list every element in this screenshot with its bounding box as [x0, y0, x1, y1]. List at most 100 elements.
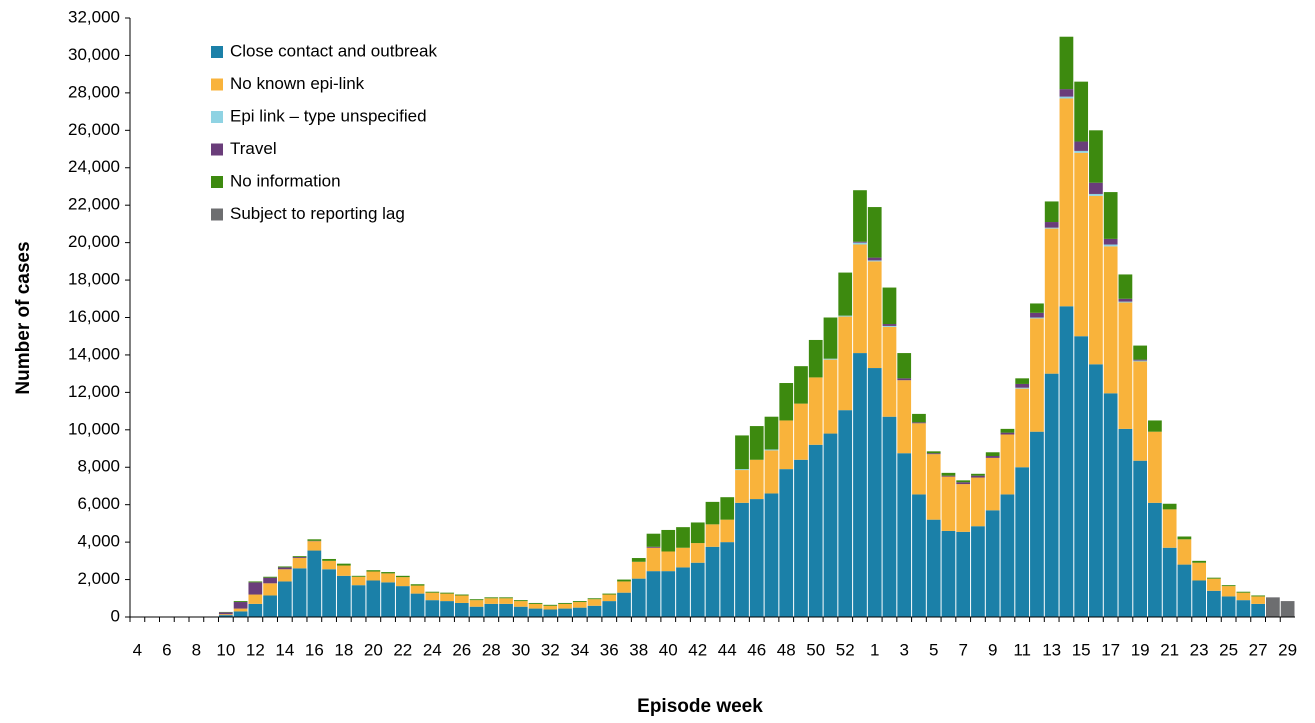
bar-segment: [882, 324, 897, 326]
x-tick-label: 4: [133, 640, 142, 659]
bar-segment: [808, 377, 823, 445]
bar-segment: [425, 592, 440, 601]
bar-segment: [558, 602, 572, 604]
x-tick-label: 18: [334, 640, 353, 659]
bar-segment: [1000, 432, 1015, 435]
x-tick-label: 13: [1042, 640, 1061, 659]
x-tick-label: 10: [216, 640, 235, 659]
bar-segment: [794, 366, 808, 404]
bar-segment: [1221, 586, 1236, 597]
bar-segment: [248, 603, 263, 617]
bar-segment: [1030, 303, 1044, 313]
bar-segment: [499, 603, 513, 617]
bar-segment: [263, 577, 277, 584]
bar-segment: [1280, 601, 1295, 617]
bar-segment: [1148, 420, 1162, 432]
x-tick-label: 24: [423, 640, 442, 659]
bar-segment: [912, 494, 926, 617]
bar-segment: [985, 452, 1000, 457]
x-tick-label: 38: [629, 640, 648, 659]
x-tick-label: 14: [275, 640, 294, 659]
x-tick-label: 15: [1072, 640, 1091, 659]
bar-segment: [543, 604, 558, 606]
y-tick-label: 28,000: [68, 82, 120, 101]
bar-segment: [366, 580, 381, 617]
bar-segment: [1103, 238, 1118, 245]
bar-segment: [277, 569, 292, 582]
x-tick-label: 1: [870, 640, 879, 659]
y-tick-label: 0: [111, 606, 120, 625]
bar-segment: [410, 593, 425, 617]
bar-segment: [823, 359, 838, 434]
x-tick-label: 48: [777, 640, 796, 659]
x-tick-label: 25: [1219, 640, 1238, 659]
bar-segment: [351, 585, 366, 617]
bar-segment: [912, 413, 926, 423]
bar-segment: [528, 603, 543, 609]
legend-swatch: [211, 78, 223, 91]
bar-segment: [867, 368, 882, 617]
x-tick-label: 50: [806, 640, 825, 659]
bar-segment: [218, 612, 233, 615]
bar-segment: [277, 566, 292, 568]
x-tick-label: 29: [1278, 640, 1297, 659]
bar-segment: [1030, 431, 1044, 617]
bar-segment: [1251, 596, 1266, 604]
bar-segment: [1251, 595, 1266, 597]
bar-segment: [469, 600, 484, 607]
y-tick-label: 20,000: [68, 232, 120, 251]
bar-segment: [971, 473, 985, 476]
bar-segment: [351, 575, 366, 577]
bar-segment: [838, 316, 853, 411]
bar-segment: [1074, 336, 1089, 617]
bar-segment: [1133, 359, 1148, 361]
bar-segment: [322, 558, 336, 561]
bar-segment: [1015, 388, 1030, 468]
bar-segment: [1148, 502, 1162, 617]
x-axis-title: Episode week: [637, 696, 763, 717]
bar-segment: [926, 519, 941, 617]
bar-segment: [646, 571, 661, 617]
bar-segment: [1059, 98, 1074, 307]
bar-segment: [956, 531, 971, 617]
bar-segment: [1148, 431, 1162, 503]
bar-segment: [705, 501, 720, 525]
x-tick-label: 26: [452, 640, 471, 659]
bar-segment: [440, 593, 454, 602]
bar-segment: [794, 403, 808, 460]
x-tick-label: 32: [541, 640, 560, 659]
bar-segment: [395, 586, 410, 617]
bar-segment: [528, 608, 543, 617]
bar-segment: [1044, 222, 1059, 228]
legend-label: No known epi-link: [230, 74, 365, 93]
bar-segment: [971, 477, 985, 527]
y-tick-label: 16,000: [68, 307, 120, 326]
y-tick-label: 14,000: [68, 344, 120, 363]
bar-segment: [440, 601, 454, 617]
y-tick-label: 24,000: [68, 157, 120, 176]
bar-segment: [690, 562, 705, 617]
bar-segment: [587, 598, 602, 600]
bar-segment: [808, 444, 823, 617]
bar-segment: [764, 450, 779, 494]
x-tick-label: 30: [511, 640, 530, 659]
bar-segment: [764, 493, 779, 617]
bar-segment: [336, 565, 351, 576]
bar-segment: [1000, 434, 1015, 495]
y-tick-label: 12,000: [68, 382, 120, 401]
bar-segment: [1162, 547, 1177, 617]
x-tick-label: 7: [958, 640, 967, 659]
bar-segment: [853, 190, 867, 242]
bar-segment: [425, 600, 440, 617]
bar-segment: [233, 602, 248, 609]
bar-segment: [897, 378, 912, 381]
bar-segment: [808, 339, 823, 378]
bar-segment: [233, 601, 248, 603]
legend-label: Travel: [230, 139, 277, 158]
bar-segment: [749, 459, 764, 500]
legend-label: Subject to reporting lag: [230, 204, 405, 223]
bar-segment: [661, 551, 676, 572]
bar-segment: [484, 598, 499, 604]
bar-segment: [292, 568, 307, 617]
x-tick-label: 5: [929, 640, 938, 659]
